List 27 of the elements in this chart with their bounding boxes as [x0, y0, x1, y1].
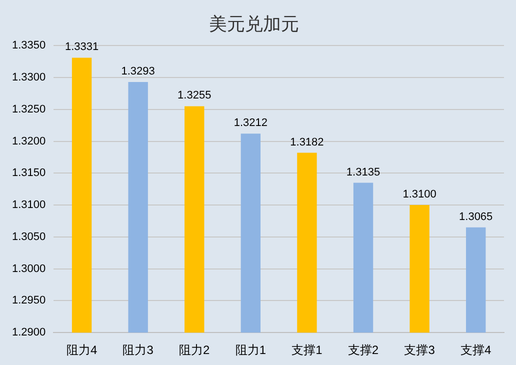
y-tick-label: 1.3050 [12, 230, 46, 243]
data-label: 1.3182 [290, 136, 324, 148]
y-tick-label: 1.3000 [12, 262, 46, 275]
x-tick-label: 支撑3 [404, 343, 436, 358]
y-tick-label: 1.3300 [12, 72, 46, 84]
data-label: 1.3135 [346, 166, 380, 178]
data-label: 1.3065 [459, 210, 493, 223]
y-tick-label: 1.3100 [12, 199, 46, 212]
y-tick-label: 1.3250 [12, 103, 46, 116]
x-tick-label: 阻力3 [122, 343, 154, 358]
x-tick-label: 阻力4 [66, 343, 98, 358]
x-tick-label: 阻力2 [179, 343, 210, 358]
data-label: 1.3293 [121, 65, 155, 78]
x-tick-label: 支撑1 [292, 343, 323, 358]
data-label: 1.3331 [64, 41, 99, 54]
data-label: 1.3255 [178, 90, 212, 102]
x-tick-label: 支撑4 [460, 343, 492, 358]
y-tick-label: 1.3200 [12, 135, 46, 148]
x-tick-label: 支撑2 [348, 343, 379, 358]
data-label: 1.3212 [234, 117, 268, 130]
chart-title: 美元兑加元 [209, 14, 299, 34]
y-tick-label: 1.3150 [12, 167, 46, 180]
x-tick-label: 阻力1 [235, 343, 266, 358]
y-tick-label: 1.2900 [12, 326, 46, 339]
data-label: 1.3100 [402, 188, 436, 201]
y-tick-label: 1.2950 [12, 294, 46, 307]
y-tick-label: 1.3350 [12, 40, 46, 52]
